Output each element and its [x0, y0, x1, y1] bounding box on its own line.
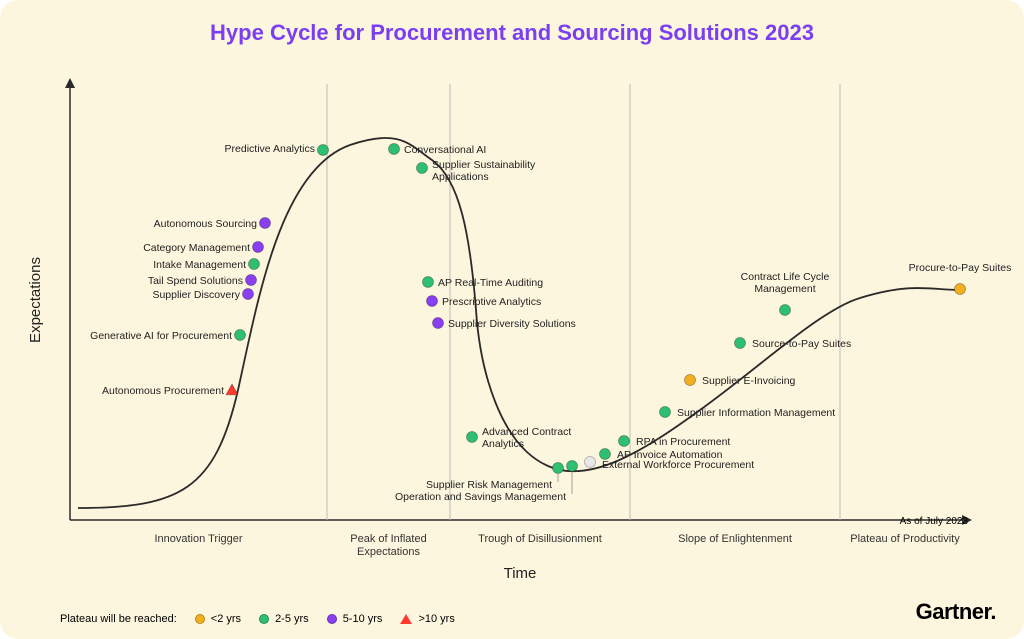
tech-marker	[235, 330, 246, 341]
tech-label: Supplier E-Invoicing	[702, 375, 796, 387]
phase-label: Slope of Enlightenment	[678, 533, 792, 545]
tech-marker	[467, 432, 478, 443]
legend-label: 5-10 yrs	[343, 613, 383, 625]
tech-label: Source-to-Pay Suites	[752, 338, 851, 350]
tech-label: Tail Spend Solutions	[148, 275, 243, 287]
tech-marker	[553, 463, 564, 474]
tech-label: Supplier Risk Management	[426, 479, 552, 491]
tech-label: Supplier Diversity Solutions	[448, 318, 576, 330]
legend-marker	[327, 614, 337, 624]
brand-logo: Gartner.	[916, 599, 996, 625]
tech-label: Operation and Savings Management	[395, 491, 566, 503]
tech-marker	[600, 449, 611, 460]
legend-item: 2-5 yrs	[259, 613, 309, 625]
tech-label: Autonomous Procurement	[102, 385, 224, 397]
legend: Plateau will be reached: <2 yrs 2-5 yrs 5-…	[60, 613, 455, 625]
legend-marker	[259, 614, 269, 624]
tech-label: Category Management	[143, 242, 250, 254]
tech-marker	[567, 461, 578, 472]
tech-label: AP Real-Time Auditing	[438, 277, 543, 289]
tech-label: Analytics	[482, 438, 524, 450]
legend-label: 2-5 yrs	[275, 613, 309, 625]
tech-label: Predictive Analytics	[225, 143, 315, 155]
legend-label: >10 yrs	[418, 613, 454, 625]
tech-label: Intake Management	[153, 259, 246, 271]
tech-marker	[226, 384, 238, 395]
tech-label: Supplier Sustainability	[432, 159, 536, 171]
as-of-caption: As of July 2023	[900, 516, 968, 527]
tech-label: Supplier Discovery	[152, 289, 240, 301]
tech-marker	[318, 145, 329, 156]
chart-area: Innovation TriggerPeak of InflatedExpect…	[0, 0, 1024, 639]
legend-title: Plateau will be reached:	[60, 613, 177, 625]
tech-marker	[735, 338, 746, 349]
tech-label: RPA in Procurement	[636, 436, 730, 448]
tech-marker	[389, 144, 400, 155]
tech-marker	[427, 296, 438, 307]
tech-label: Advanced Contract	[482, 426, 571, 438]
tech-marker	[780, 305, 791, 316]
tech-label: AP Invoice Automation	[617, 449, 723, 461]
tech-marker	[423, 277, 434, 288]
tech-marker	[253, 242, 264, 253]
tech-marker	[955, 284, 966, 295]
legend-marker	[400, 614, 412, 624]
tech-marker	[660, 407, 671, 418]
tech-marker	[619, 436, 630, 447]
tech-marker	[433, 318, 444, 329]
legend-item: >10 yrs	[400, 613, 454, 625]
tech-label: Autonomous Sourcing	[154, 218, 257, 230]
tech-marker	[246, 275, 257, 286]
legend-item: 5-10 yrs	[327, 613, 383, 625]
tech-marker	[685, 375, 696, 386]
y-axis-title: Expectations	[27, 257, 44, 343]
tech-label: Management	[754, 283, 815, 295]
phase-label: Trough of Disillusionment	[478, 533, 602, 545]
tech-label: Applications	[432, 171, 489, 183]
tech-label: Prescriptive Analytics	[442, 296, 541, 308]
legend-item: <2 yrs	[195, 613, 241, 625]
hype-cycle-svg: Innovation TriggerPeak of InflatedExpect…	[0, 0, 1024, 639]
legend-marker	[195, 614, 205, 624]
tech-label: Conversational AI	[404, 144, 486, 156]
x-axis-title: Time	[504, 565, 537, 582]
tech-marker	[260, 218, 271, 229]
tech-label: Generative AI for Procurement	[90, 330, 232, 342]
phase-label: Expectations	[357, 546, 420, 558]
tech-marker	[585, 457, 596, 468]
hype-cycle-frame: Hype Cycle for Procurement and Sourcing …	[0, 0, 1024, 639]
tech-marker	[243, 289, 254, 300]
legend-label: <2 yrs	[211, 613, 241, 625]
tech-label: Supplier Information Management	[677, 407, 835, 419]
phase-label: Plateau of Productivity	[850, 533, 960, 545]
phase-label: Innovation Trigger	[154, 533, 242, 545]
tech-marker	[249, 259, 260, 270]
tech-label: Procure-to-Pay Suites	[909, 262, 1012, 274]
tech-marker	[417, 163, 428, 174]
tech-label: Contract Life Cycle	[741, 271, 830, 283]
phase-label: Peak of Inflated	[350, 533, 426, 545]
